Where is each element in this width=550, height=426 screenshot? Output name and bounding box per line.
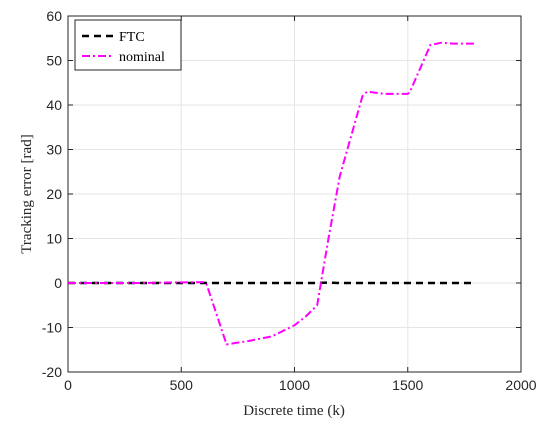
y-tick-label: 20 [46, 186, 62, 202]
y-tick-label: 10 [46, 231, 62, 247]
x-tick-label: 0 [64, 377, 72, 393]
y-tick-label: 30 [46, 142, 62, 158]
x-tick-label: 2000 [505, 377, 536, 393]
series-line-nominal [68, 41, 476, 346]
y-tick-label: 40 [46, 97, 62, 113]
y-tick-label: -20 [42, 364, 62, 380]
y-tick-label: 0 [54, 275, 62, 291]
tick-marks [67, 15, 522, 373]
legend-label-ftc: FTC [119, 30, 145, 45]
y-tick-label: 50 [46, 53, 62, 69]
legend: FTC nominal [74, 19, 182, 71]
y-tick-label: -10 [42, 320, 62, 336]
y-axis-title: Tracking error [rad] [19, 134, 35, 253]
x-tick-label: 1000 [279, 377, 310, 393]
x-tick-label: 500 [170, 377, 194, 393]
series-lines [68, 41, 476, 346]
x-axis-title: Discrete time (k) [243, 403, 345, 419]
x-tick-label: 1500 [392, 377, 423, 393]
y-tick-labels: -20 -10 0 10 20 30 40 50 60 [42, 8, 62, 380]
x-tick-labels: 0 500 1000 1500 2000 [64, 377, 537, 393]
y-tick-label: 60 [46, 8, 62, 24]
legend-label-nominal: nominal [119, 50, 165, 65]
legend-box [74, 19, 182, 71]
